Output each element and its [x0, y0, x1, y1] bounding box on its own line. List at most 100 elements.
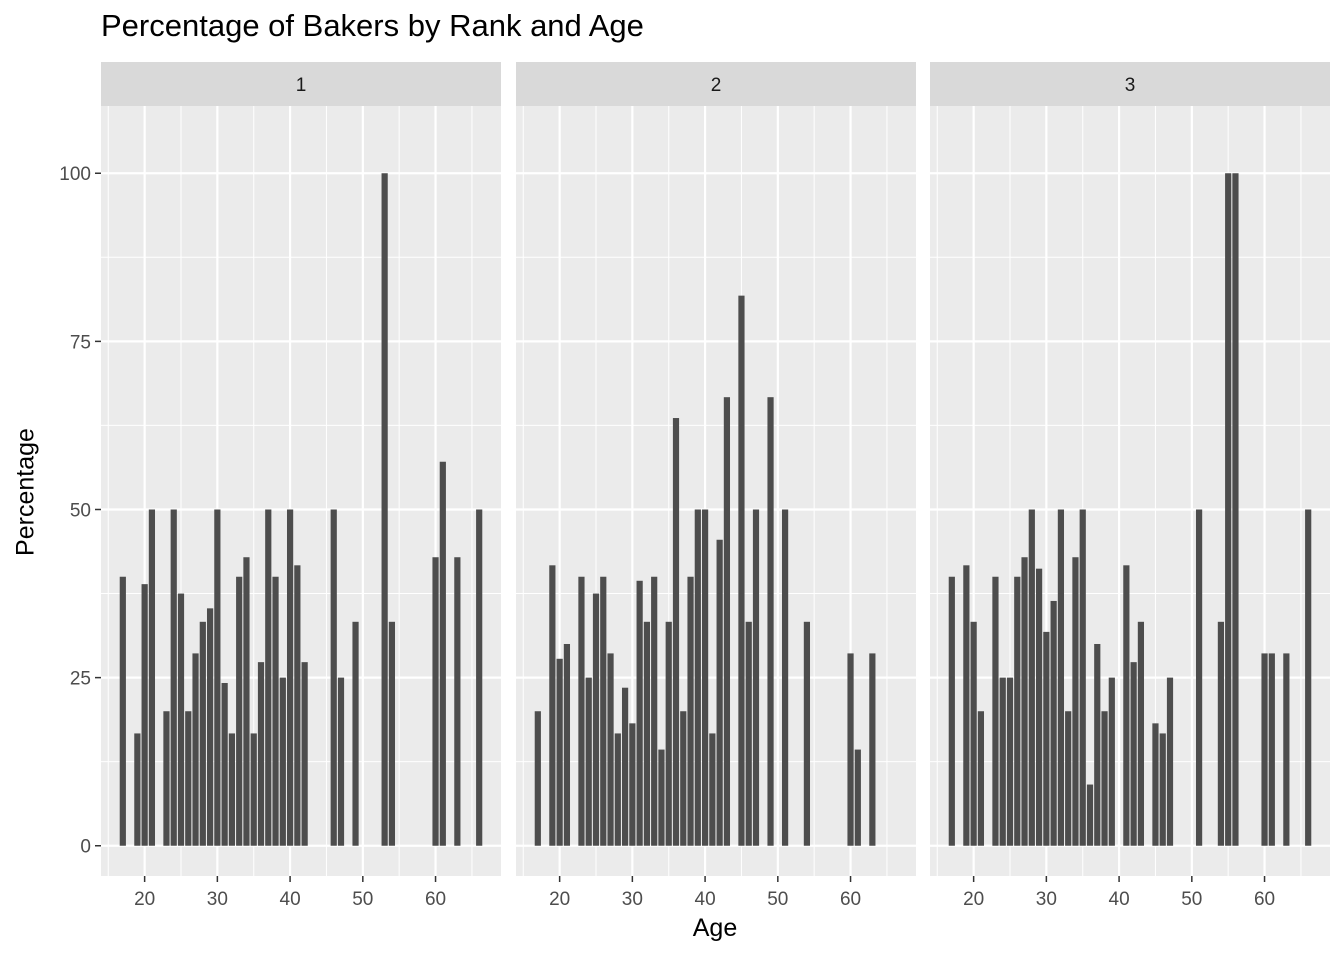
bar: [1137, 621, 1145, 846]
bar: [1217, 621, 1225, 846]
bar: [1108, 677, 1115, 846]
bar: [170, 509, 177, 846]
y-tick-label: 0: [80, 837, 91, 858]
bar: [119, 576, 126, 846]
facet-strip: [516, 62, 916, 106]
bar: [963, 565, 970, 846]
bar: [803, 621, 811, 846]
bar: [1065, 711, 1072, 846]
bar: [337, 677, 345, 846]
bar: [977, 711, 985, 846]
bar: [854, 749, 861, 846]
bar: [214, 509, 221, 846]
bar: [1028, 509, 1035, 846]
y-tick-label: 75: [70, 332, 91, 353]
bar: [141, 584, 148, 846]
bar: [257, 662, 265, 846]
facet-strip-label: 1: [296, 75, 307, 96]
bar: [1305, 509, 1312, 846]
x-tick-label: 30: [622, 889, 643, 910]
bar: [1079, 509, 1086, 846]
bar: [1021, 557, 1028, 846]
bar: [1195, 509, 1203, 846]
x-tick-label: 40: [695, 889, 716, 910]
bar: [992, 576, 999, 846]
bar: [1152, 723, 1159, 846]
x-tick-label: 30: [207, 889, 228, 910]
bar: [716, 539, 723, 846]
bar: [206, 608, 214, 846]
bar: [134, 733, 141, 846]
bar: [1101, 711, 1108, 846]
x-tick-label: 30: [1036, 889, 1057, 910]
bar: [578, 576, 585, 846]
bar: [199, 621, 206, 846]
x-tick-label: 40: [1109, 889, 1130, 910]
bar: [1166, 677, 1174, 846]
y-tick-label: 100: [59, 164, 91, 185]
bar: [585, 677, 592, 846]
x-tick-label: 20: [963, 889, 984, 910]
bar: [549, 565, 556, 846]
bar: [534, 711, 541, 846]
bar: [672, 418, 680, 846]
bar: [709, 733, 716, 846]
bar: [286, 509, 294, 846]
bar: [621, 687, 629, 846]
x-tick-label: 60: [840, 889, 861, 910]
bar: [294, 565, 301, 846]
bar: [1094, 643, 1101, 846]
bar: [643, 621, 651, 846]
bar: [1283, 653, 1290, 846]
x-tick-label: 20: [549, 889, 570, 910]
bar: [1043, 631, 1050, 846]
x-tick-label: 50: [1181, 889, 1202, 910]
bar: [614, 733, 621, 846]
bar: [948, 576, 955, 846]
bar: [1057, 509, 1065, 846]
bar: [1123, 565, 1130, 846]
bar: [1268, 653, 1275, 846]
facet-strip-label: 2: [711, 75, 722, 96]
bar: [250, 733, 257, 846]
bar: [847, 653, 854, 846]
y-tick-label: 25: [70, 669, 91, 690]
bar: [680, 711, 687, 846]
bar: [279, 677, 286, 846]
bar: [1232, 173, 1239, 846]
bar: [701, 509, 709, 846]
bar: [687, 576, 694, 846]
bar: [1006, 677, 1014, 846]
bar: [600, 576, 607, 846]
bar: [301, 662, 308, 846]
bar: [163, 711, 170, 846]
bar: [454, 557, 461, 846]
bar: [1035, 568, 1043, 846]
bar: [745, 621, 752, 846]
chart-title: Percentage of Bakers by Rank and Age: [101, 8, 644, 43]
bar: [629, 723, 636, 846]
bar: [1072, 557, 1079, 846]
bar: [665, 621, 672, 846]
x-tick-label: 60: [1254, 889, 1275, 910]
y-tick-label: 50: [70, 500, 91, 521]
bar: [1225, 173, 1232, 846]
bar: [243, 557, 250, 846]
bar: [999, 677, 1006, 846]
bar: [738, 295, 745, 846]
bar: [177, 593, 185, 846]
bar: [636, 580, 643, 846]
facet-strip: [101, 62, 501, 106]
bar: [592, 593, 600, 846]
bar: [658, 749, 665, 846]
bar: [1086, 784, 1094, 846]
bar: [1014, 576, 1021, 846]
bar: [221, 682, 228, 846]
bar: [563, 643, 571, 846]
bar: [1159, 733, 1166, 846]
bar: [476, 509, 483, 846]
bar: [1261, 653, 1268, 846]
bar: [1130, 662, 1137, 846]
bar: [556, 658, 563, 846]
